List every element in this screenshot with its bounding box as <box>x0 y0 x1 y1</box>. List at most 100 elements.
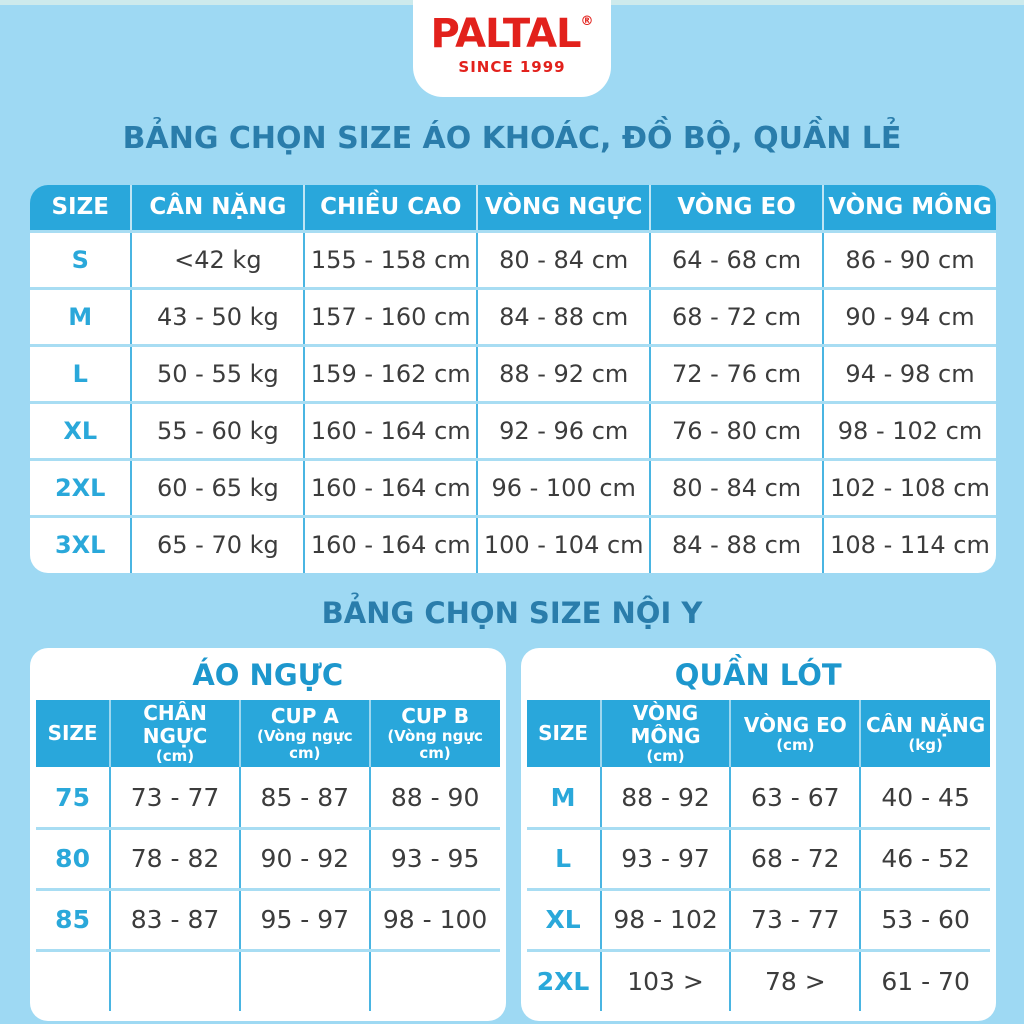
data-cell: 73 - 77 <box>729 887 861 951</box>
data-cell: 72 - 76 cm <box>649 343 824 402</box>
size-cell: 2XL <box>526 948 601 1012</box>
data-cell: 80 - 84 cm <box>476 229 651 288</box>
registered-mark: ® <box>580 14 594 29</box>
data-cell: 86 - 90 cm <box>822 229 996 288</box>
table-row: 75 73 - 77 85 - 87 88 - 90 <box>36 767 500 829</box>
data-cell: 85 - 87 <box>238 767 370 829</box>
table-row: XL 98 - 102 73 - 77 53 - 60 <box>526 887 990 951</box>
data-cell: 102 - 108 cm <box>822 457 996 516</box>
header-label: CÂN NẶNG <box>865 712 986 737</box>
table-row: L 50 - 55 kg 159 - 162 cm 88 - 92 cm 72 … <box>30 343 996 402</box>
data-cell: 88 - 90 <box>368 767 500 829</box>
data-cell: 159 - 162 cm <box>303 343 478 402</box>
data-cell: 88 - 92 <box>599 767 731 829</box>
brand-logo-card: PALTAL® SINCE 1999 <box>413 0 611 97</box>
brand-name: PALTAL® <box>413 13 611 55</box>
data-cell: 60 - 65 kg <box>130 457 305 516</box>
column-header-bust: VÒNG NGỰC <box>476 185 651 231</box>
data-cell: 53 - 60 <box>859 887 990 951</box>
table-row: 85 83 - 87 95 - 97 98 - 100 <box>36 887 500 951</box>
data-cell: 90 - 92 <box>238 826 370 890</box>
data-cell: 155 - 158 cm <box>303 229 478 288</box>
header-row: SIZE CHÂN NGỰC (cm) CUP A (Vòng ngực cm) C… <box>36 700 500 768</box>
data-cell: 160 - 164 cm <box>303 457 478 516</box>
data-cell: 61 - 70 <box>859 948 990 1012</box>
size-cell: XL <box>526 887 601 951</box>
bra-table-title: ÁO NGỰC <box>192 658 344 692</box>
data-cell: 98 - 100 <box>368 887 500 951</box>
data-cell: 157 - 160 cm <box>303 286 478 345</box>
data-cell: 73 - 77 <box>109 767 240 829</box>
header-sub: (Vòng ngực cm) <box>257 726 353 763</box>
table-row: 3XL 65 - 70 kg 160 - 164 cm 100 - 104 cm… <box>30 514 996 573</box>
size-cell: M <box>30 286 132 345</box>
data-cell: 50 - 55 kg <box>130 343 305 402</box>
data-cell: 78 > <box>729 948 861 1012</box>
brand-tagline: SINCE 1999 <box>458 58 566 76</box>
header-sub: (Vòng ngực cm) <box>387 726 483 763</box>
brand-text: PALTAL <box>430 11 581 57</box>
column-header-hip: VÒNG MÔNG <box>822 185 996 231</box>
data-cell: 100 - 104 cm <box>476 514 651 573</box>
bra-size-table: ÁO NGỰC SIZE CHÂN NGỰC (cm) CUP A (Vòng ng… <box>30 648 506 1022</box>
data-cell: 92 - 96 cm <box>476 400 651 459</box>
data-cell: 160 - 164 cm <box>303 400 478 459</box>
data-cell: 63 - 67 <box>729 767 861 829</box>
data-cell: 90 - 94 cm <box>822 286 996 345</box>
header-sub: (cm) <box>646 747 685 765</box>
data-cell: 98 - 102 <box>599 887 731 951</box>
column-header-weight: CÂN NẶNG (kg) <box>859 700 990 768</box>
header-sub: (cm) <box>776 735 815 754</box>
data-cell: <42 kg <box>130 229 305 288</box>
data-cell: 84 - 88 cm <box>476 286 651 345</box>
table-row: 2XL 60 - 65 kg 160 - 164 cm 96 - 100 cm … <box>30 457 996 516</box>
data-cell <box>368 948 500 1012</box>
column-header-weight: CÂN NẶNG <box>130 185 305 231</box>
data-cell: 103 > <box>599 948 731 1012</box>
lingerie-title: BẢNG CHỌN SIZE NỘI Y <box>321 596 703 630</box>
data-cell: 55 - 60 kg <box>130 400 305 459</box>
header-label: VÒNG MÔNG <box>630 701 701 748</box>
data-cell: 64 - 68 cm <box>649 229 824 288</box>
header-label: SIZE <box>47 721 98 746</box>
header-sub: (kg) <box>908 735 943 754</box>
outerwear-size-table: SIZE CÂN NẶNG CHIỀU CAO VÒNG NGỰC VÒNG E… <box>30 185 996 573</box>
data-cell: 160 - 164 cm <box>303 514 478 573</box>
header-label: CUP B <box>401 703 469 728</box>
size-cell: 75 <box>36 767 111 829</box>
data-cell: 94 - 98 cm <box>822 343 996 402</box>
lingerie-tables: ÁO NGỰC SIZE CHÂN NGỰC (cm) CUP A (Vòng ng… <box>30 648 996 1022</box>
data-cell: 95 - 97 <box>238 887 370 951</box>
header-row: SIZE VÒNG MÔNG (cm) VÒNG EO (cm) CÂN NẶNG(… <box>526 700 990 768</box>
data-cell: 68 - 72 cm <box>649 286 824 345</box>
size-cell: 80 <box>36 826 111 890</box>
table-row: XL 55 - 60 kg 160 - 164 cm 92 - 96 cm 76… <box>30 400 996 459</box>
table-row: S <42 kg 155 - 158 cm 80 - 84 cm 64 - 68… <box>30 229 996 288</box>
column-header-cup-b: CUP B (Vòng ngực cm) <box>368 700 500 768</box>
header-label: SIZE <box>538 721 589 746</box>
column-header-hip: VÒNG MÔNG (cm) <box>599 700 731 768</box>
table-row: 80 78 - 82 90 - 92 93 - 95 <box>36 826 500 890</box>
data-cell: 78 - 82 <box>109 826 240 890</box>
data-cell: 76 - 80 cm <box>649 400 824 459</box>
column-header-underbust: CHÂN NGỰC (cm) <box>109 700 240 768</box>
header-row: SIZE CÂN NẶNG CHIỀU CAO VÒNG NGỰC VÒNG E… <box>30 185 996 231</box>
column-header-waist: VÒNG EO <box>649 185 824 231</box>
header-sub: (cm) <box>155 747 195 765</box>
panty-size-table: QUẦN LÓT SIZE VÒNG MÔNG (cm) VÒNG EO (cm) … <box>520 648 996 1022</box>
header-label: CUP A <box>270 703 339 728</box>
main-title: BẢNG CHỌN SIZE ÁO KHOÁC, ĐỒ BỘ, QUẦN LẺ <box>122 121 902 156</box>
data-cell: 83 - 87 <box>109 887 240 951</box>
column-header-size: SIZE <box>36 700 111 768</box>
header-label: VÒNG EO <box>743 712 847 737</box>
panty-table-title: QUẦN LÓT <box>674 658 842 692</box>
data-cell: 108 - 114 cm <box>822 514 996 573</box>
data-cell: 43 - 50 kg <box>130 286 305 345</box>
size-cell: L <box>526 826 601 890</box>
size-cell: L <box>30 343 132 402</box>
data-cell: 88 - 92 cm <box>476 343 651 402</box>
table-row <box>36 948 500 1012</box>
column-header-waist: VÒNG EO (cm) <box>729 700 861 768</box>
data-cell: 98 - 102 cm <box>822 400 996 459</box>
